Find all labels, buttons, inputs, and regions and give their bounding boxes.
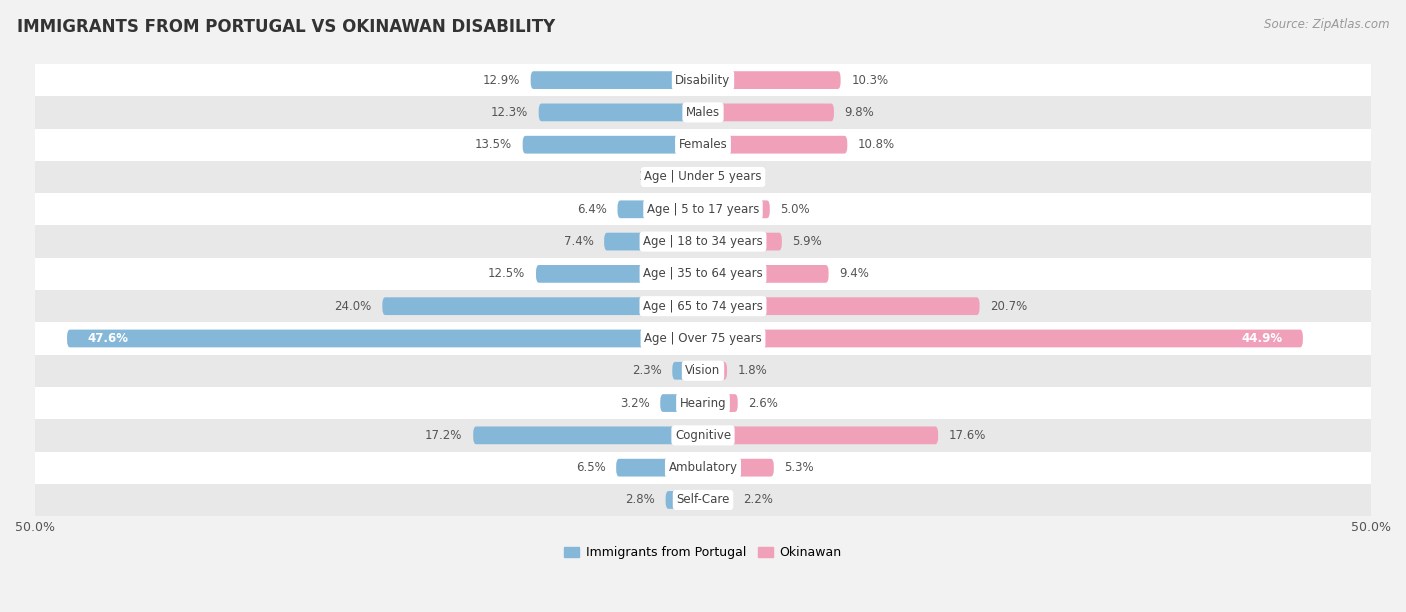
FancyBboxPatch shape: [703, 265, 828, 283]
FancyBboxPatch shape: [35, 290, 1371, 323]
FancyBboxPatch shape: [530, 71, 703, 89]
Text: Age | Over 75 years: Age | Over 75 years: [644, 332, 762, 345]
FancyBboxPatch shape: [538, 103, 703, 121]
FancyBboxPatch shape: [474, 427, 703, 444]
Text: 17.2%: 17.2%: [425, 429, 463, 442]
Text: IMMIGRANTS FROM PORTUGAL VS OKINAWAN DISABILITY: IMMIGRANTS FROM PORTUGAL VS OKINAWAN DIS…: [17, 18, 555, 36]
FancyBboxPatch shape: [703, 394, 738, 412]
FancyBboxPatch shape: [605, 233, 703, 250]
FancyBboxPatch shape: [536, 265, 703, 283]
Text: 1.1%: 1.1%: [728, 171, 758, 184]
FancyBboxPatch shape: [703, 200, 770, 218]
Text: Males: Males: [686, 106, 720, 119]
Text: 2.2%: 2.2%: [744, 493, 773, 507]
FancyBboxPatch shape: [703, 168, 717, 186]
FancyBboxPatch shape: [703, 330, 1303, 348]
Text: 12.3%: 12.3%: [491, 106, 529, 119]
Text: 3.2%: 3.2%: [620, 397, 650, 409]
FancyBboxPatch shape: [35, 387, 1371, 419]
FancyBboxPatch shape: [703, 233, 782, 250]
Text: 7.4%: 7.4%: [564, 235, 593, 248]
FancyBboxPatch shape: [665, 491, 703, 509]
Text: 6.4%: 6.4%: [576, 203, 607, 216]
FancyBboxPatch shape: [35, 193, 1371, 225]
FancyBboxPatch shape: [616, 459, 703, 477]
Text: Source: ZipAtlas.com: Source: ZipAtlas.com: [1264, 18, 1389, 31]
Text: Females: Females: [679, 138, 727, 151]
Text: 1.8%: 1.8%: [638, 171, 668, 184]
FancyBboxPatch shape: [703, 71, 841, 89]
Text: Age | 35 to 64 years: Age | 35 to 64 years: [643, 267, 763, 280]
Text: 24.0%: 24.0%: [335, 300, 371, 313]
Text: 12.5%: 12.5%: [488, 267, 526, 280]
FancyBboxPatch shape: [35, 323, 1371, 354]
Text: 9.8%: 9.8%: [845, 106, 875, 119]
Text: Hearing: Hearing: [679, 397, 727, 409]
FancyBboxPatch shape: [703, 297, 980, 315]
FancyBboxPatch shape: [523, 136, 703, 154]
Text: 13.5%: 13.5%: [475, 138, 512, 151]
FancyBboxPatch shape: [35, 354, 1371, 387]
FancyBboxPatch shape: [617, 200, 703, 218]
FancyBboxPatch shape: [661, 394, 703, 412]
Text: Age | 65 to 74 years: Age | 65 to 74 years: [643, 300, 763, 313]
Text: 47.6%: 47.6%: [87, 332, 128, 345]
FancyBboxPatch shape: [672, 362, 703, 379]
Text: 2.3%: 2.3%: [631, 364, 662, 377]
Text: 5.9%: 5.9%: [793, 235, 823, 248]
FancyBboxPatch shape: [703, 491, 733, 509]
FancyBboxPatch shape: [35, 484, 1371, 516]
FancyBboxPatch shape: [703, 459, 773, 477]
FancyBboxPatch shape: [35, 225, 1371, 258]
Text: 9.4%: 9.4%: [839, 267, 869, 280]
Text: Self-Care: Self-Care: [676, 493, 730, 507]
Text: Vision: Vision: [685, 364, 721, 377]
Text: 20.7%: 20.7%: [990, 300, 1028, 313]
FancyBboxPatch shape: [703, 136, 848, 154]
FancyBboxPatch shape: [35, 129, 1371, 161]
Text: 10.3%: 10.3%: [851, 73, 889, 87]
FancyBboxPatch shape: [703, 362, 727, 379]
Text: Age | 5 to 17 years: Age | 5 to 17 years: [647, 203, 759, 216]
Text: 1.8%: 1.8%: [738, 364, 768, 377]
FancyBboxPatch shape: [35, 64, 1371, 96]
Text: 5.0%: 5.0%: [780, 203, 810, 216]
Text: 6.5%: 6.5%: [575, 461, 606, 474]
Text: Age | Under 5 years: Age | Under 5 years: [644, 171, 762, 184]
Text: 10.8%: 10.8%: [858, 138, 896, 151]
Text: 2.8%: 2.8%: [626, 493, 655, 507]
Text: 17.6%: 17.6%: [949, 429, 986, 442]
Text: Ambulatory: Ambulatory: [668, 461, 738, 474]
FancyBboxPatch shape: [35, 452, 1371, 484]
FancyBboxPatch shape: [703, 103, 834, 121]
Legend: Immigrants from Portugal, Okinawan: Immigrants from Portugal, Okinawan: [560, 541, 846, 564]
FancyBboxPatch shape: [35, 419, 1371, 452]
FancyBboxPatch shape: [679, 168, 703, 186]
Text: 12.9%: 12.9%: [482, 73, 520, 87]
FancyBboxPatch shape: [703, 427, 938, 444]
Text: 2.6%: 2.6%: [748, 397, 779, 409]
Text: Cognitive: Cognitive: [675, 429, 731, 442]
Text: Age | 18 to 34 years: Age | 18 to 34 years: [643, 235, 763, 248]
FancyBboxPatch shape: [67, 330, 703, 348]
Text: 44.9%: 44.9%: [1241, 332, 1282, 345]
Text: Disability: Disability: [675, 73, 731, 87]
Text: 5.3%: 5.3%: [785, 461, 814, 474]
FancyBboxPatch shape: [35, 161, 1371, 193]
FancyBboxPatch shape: [35, 96, 1371, 129]
FancyBboxPatch shape: [35, 258, 1371, 290]
FancyBboxPatch shape: [382, 297, 703, 315]
